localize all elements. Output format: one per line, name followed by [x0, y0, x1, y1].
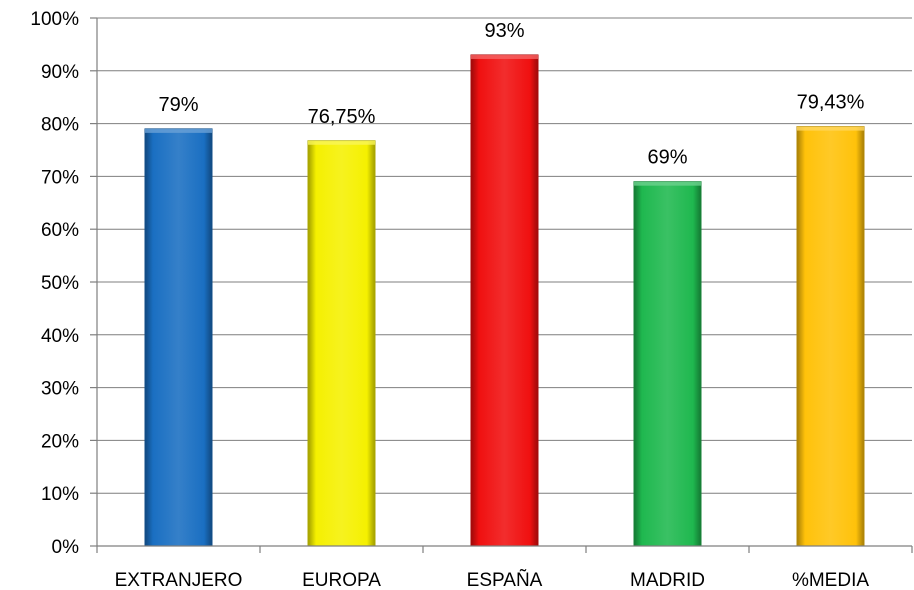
bar-europa — [307, 140, 376, 547]
data-label: 79,43% — [797, 92, 865, 114]
y-tick-labels: 0% 10% 20% 30% 40% 50% 60% 70% 80% 90% 100% — [30, 9, 79, 558]
bar-madrid — [633, 181, 702, 547]
bar-españa — [470, 54, 539, 547]
y-tick-label: 60% — [41, 220, 79, 241]
y-tick-label: 80% — [41, 115, 79, 136]
data-label: 76,75% — [308, 106, 376, 128]
bar-top-highlight — [797, 126, 864, 131]
bar-top-highlight — [634, 181, 701, 186]
y-tick-label: 90% — [41, 62, 79, 83]
bar-media — [796, 126, 865, 547]
y-tick-label: 50% — [41, 273, 79, 294]
category-labels: EXTRANJERO EUROPA ESPAÑA MADRID %MEDIA — [115, 569, 870, 590]
y-tick-label: 30% — [41, 379, 79, 400]
x-category-label: EUROPA — [302, 570, 381, 590]
x-category-label: %MEDIA — [792, 570, 869, 590]
x-category-label: EXTRANJERO — [115, 570, 243, 590]
bar-top-highlight — [471, 54, 538, 59]
y-tick-label: 10% — [41, 484, 79, 505]
y-tick-label: 70% — [41, 167, 79, 188]
bar-top-highlight — [145, 128, 212, 133]
x-category-label: ESPAÑA — [467, 569, 543, 590]
y-tick-label: 100% — [30, 9, 79, 30]
bars — [144, 54, 865, 547]
bar-extranjero — [144, 128, 213, 547]
bar-top-highlight — [308, 140, 375, 145]
data-label: 79% — [158, 94, 198, 116]
data-label: 93% — [484, 20, 524, 42]
axes — [90, 17, 913, 553]
y-tick-label: 40% — [41, 326, 79, 347]
data-labels: 79% 76,75% 93% 69% 79,43% — [158, 20, 864, 169]
y-tick-label: 20% — [41, 431, 79, 452]
y-tick-label: 0% — [52, 537, 80, 558]
data-label: 69% — [647, 147, 687, 169]
x-category-label: MADRID — [630, 570, 705, 590]
